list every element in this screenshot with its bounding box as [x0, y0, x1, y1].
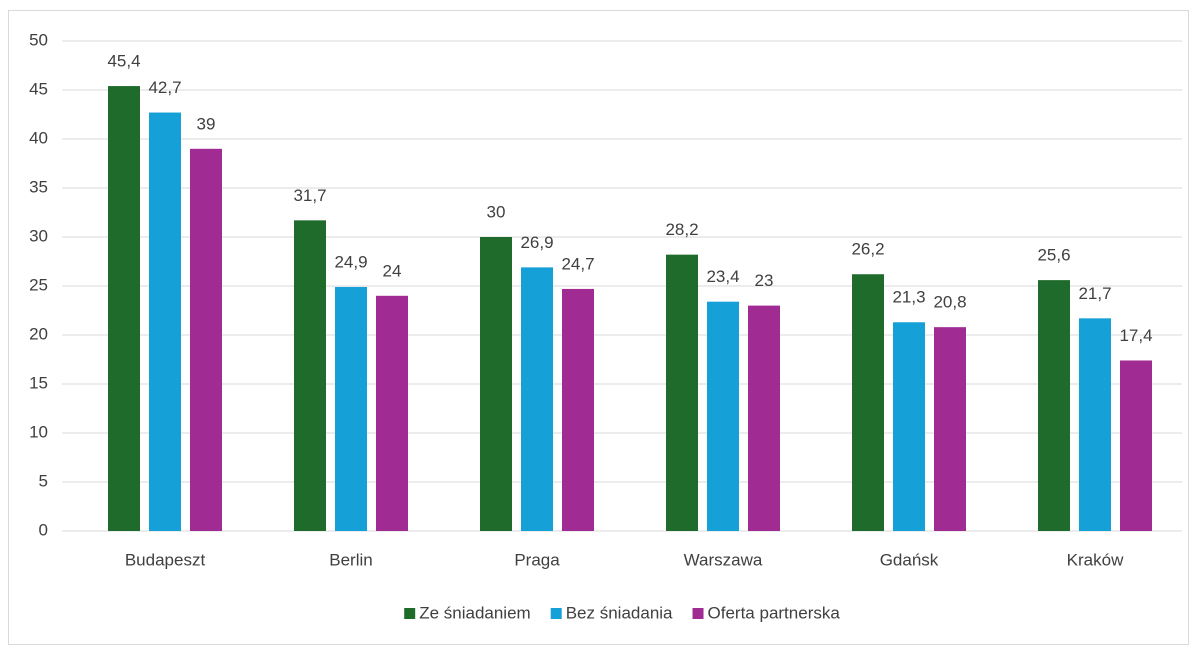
bar	[893, 322, 925, 531]
value-label: 23,4	[706, 267, 739, 286]
legend-swatch	[404, 608, 416, 619]
x-tick-label: Gdańsk	[880, 550, 939, 569]
bar	[707, 301, 739, 531]
value-label: 31,7	[293, 186, 326, 205]
bar	[521, 267, 553, 531]
y-tick-label: 5	[39, 471, 48, 490]
y-tick-label: 40	[29, 128, 48, 147]
legend-label: Oferta partnerska	[708, 603, 841, 622]
x-tick-label: Kraków	[1067, 550, 1124, 569]
bar	[1038, 280, 1070, 531]
value-label: 28,2	[665, 220, 698, 239]
value-label: 45,4	[107, 52, 140, 71]
value-label: 20,8	[933, 293, 966, 312]
value-label: 42,7	[148, 78, 181, 97]
bar	[1120, 360, 1152, 531]
value-label: 17,4	[1119, 326, 1152, 345]
bar	[335, 286, 367, 531]
y-tick-label: 15	[29, 373, 48, 392]
legend-swatch	[550, 608, 562, 619]
bar	[149, 112, 181, 531]
bar	[294, 220, 326, 531]
y-tick-label: 10	[29, 422, 48, 441]
value-label: 24,7	[561, 254, 594, 273]
value-label: 21,7	[1078, 284, 1111, 303]
legend-label: Ze śniadaniem	[419, 603, 531, 622]
bar	[376, 295, 408, 531]
x-tick-label: Warszawa	[684, 550, 763, 569]
value-label: 24	[383, 261, 402, 280]
chart-border	[8, 10, 1189, 645]
bar	[480, 237, 512, 531]
bar	[666, 254, 698, 531]
bar	[1079, 318, 1111, 531]
bar	[852, 274, 884, 531]
y-tick-label: 0	[39, 520, 48, 539]
value-label: 30	[487, 202, 506, 221]
y-tick-label: 50	[29, 30, 48, 49]
bar	[562, 288, 594, 531]
y-tick-label: 25	[29, 275, 48, 294]
legend-swatch	[692, 608, 704, 619]
bar	[190, 148, 222, 532]
value-label: 23	[755, 271, 774, 290]
x-tick-label: Budapeszt	[125, 550, 206, 569]
y-tick-label: 30	[29, 226, 48, 245]
x-tick-label: Praga	[514, 550, 560, 569]
value-label: 25,6	[1037, 246, 1070, 265]
y-tick-label: 45	[29, 79, 48, 98]
x-tick-label: Berlin	[329, 550, 372, 569]
legend-label: Bez śniadania	[566, 603, 673, 622]
value-label: 26,9	[520, 233, 553, 252]
y-tick-label: 35	[29, 177, 48, 196]
legend: Ze śniadaniem Bez śniadania Oferta partner…	[404, 603, 840, 622]
value-label: 24,9	[334, 252, 367, 271]
bar	[934, 327, 966, 531]
value-label: 26,2	[851, 240, 884, 259]
bar	[748, 305, 780, 531]
value-label: 39	[197, 114, 216, 133]
value-label: 21,3	[892, 288, 925, 307]
bar	[108, 86, 140, 531]
y-tick-label: 20	[29, 324, 48, 343]
